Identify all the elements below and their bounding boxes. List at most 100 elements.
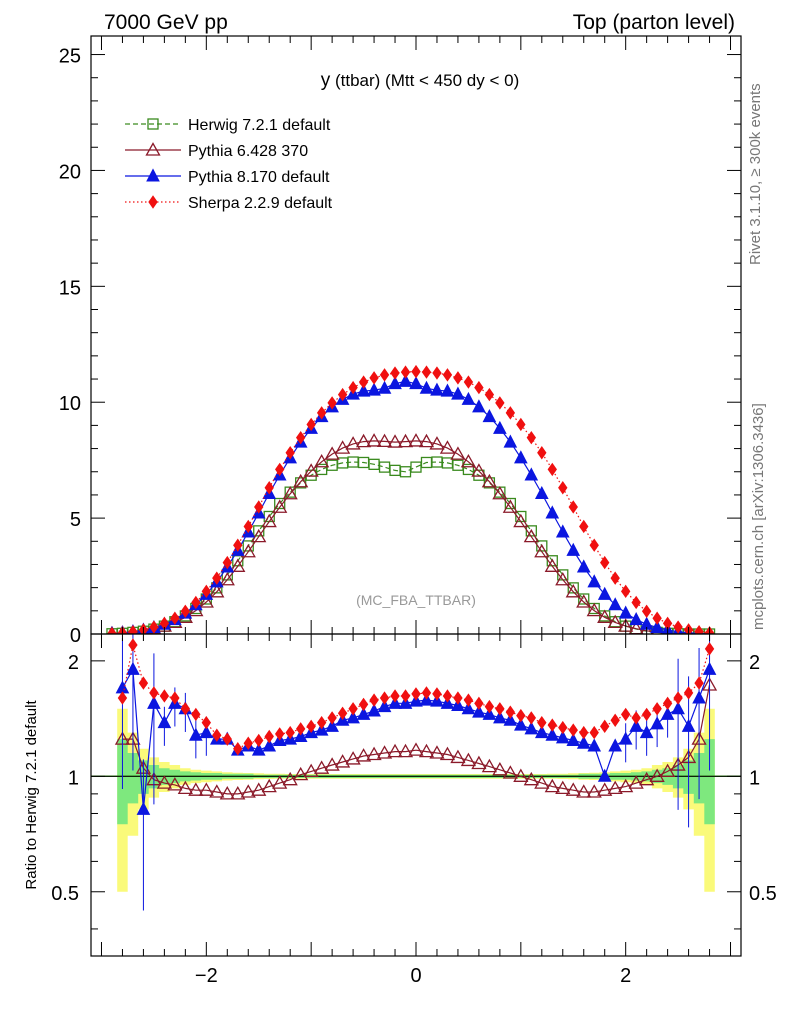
- ratio-point-sherpa: [411, 687, 421, 701]
- ratio-point-pythia6: [649, 768, 665, 782]
- ratio-y-tick-label-right: 2: [749, 652, 760, 674]
- data-point-pythia8: [430, 382, 444, 396]
- data-point-pythia6: [523, 528, 539, 543]
- data-point-sherpa: [411, 364, 421, 379]
- data-point-sherpa: [463, 375, 474, 389]
- ratio-point-sherpa: [180, 702, 191, 716]
- ratio-point-sherpa: [579, 725, 589, 740]
- data-point-pythia6: [387, 434, 403, 448]
- legend-marker-pythia6: [145, 142, 161, 156]
- ratio-point-pythia6: [240, 784, 256, 798]
- ratio-point-sherpa: [379, 691, 390, 705]
- data-point-pythia8: [566, 542, 581, 556]
- data-point-pythia6: [230, 558, 246, 572]
- ratio-frame: [90, 633, 742, 957]
- ratio-point-pythia6: [523, 771, 539, 786]
- y-tick-label: 5: [70, 509, 81, 531]
- ratio-point-sherpa: [641, 707, 652, 722]
- ratio-point-pythia8: [126, 661, 140, 675]
- ratio-point-pythia8: [618, 731, 633, 745]
- data-point-pythia6: [261, 513, 277, 528]
- data-point-pythia8: [503, 434, 518, 448]
- ratio-point-pythia8: [524, 721, 539, 735]
- data-point-pythia6: [544, 558, 560, 572]
- data-point-sherpa: [295, 430, 306, 445]
- ratio-point-pythia8: [493, 710, 507, 724]
- ratio-point-pythia6: [534, 775, 550, 789]
- ratio-point-sherpa: [285, 725, 295, 740]
- ratio-point-pythia8: [587, 738, 602, 752]
- ratio-panel: 0.5 0.5 1 1 2 2 −2 0 2 Ratio to Herwig 7.2.1 def…: [23, 633, 777, 987]
- x-tick-label: −2: [195, 965, 218, 987]
- ratio-point-sherpa: [442, 689, 453, 703]
- ratio-point-pythia6: [324, 757, 340, 771]
- ratio-point-sherpa: [212, 728, 222, 742]
- ratio-point-pythia6: [418, 743, 435, 758]
- data-point-pythia6: [534, 543, 550, 558]
- ratio-point-sherpa: [620, 707, 631, 722]
- collider-label: 7000 GeV pp: [104, 11, 228, 34]
- ratio-point-pythia6: [167, 777, 183, 791]
- data-point-sherpa: [694, 624, 704, 634]
- ratio-point-sherpa: [558, 720, 568, 735]
- data-point-sherpa: [358, 375, 369, 389]
- ratio-point-pythia6: [303, 763, 319, 778]
- data-point-pythia6: [397, 433, 414, 448]
- y-tick-label: 25: [59, 46, 81, 68]
- data-point-sherpa: [673, 620, 683, 634]
- data-point-pythia6: [439, 440, 456, 454]
- ratio-point-sherpa: [117, 691, 128, 705]
- ratio-point-pythia6: [544, 778, 560, 793]
- y-tick-label: 20: [59, 161, 81, 183]
- ratio-point-pythia6: [481, 758, 498, 773]
- ratio-point-sherpa: [254, 733, 264, 748]
- data-point-sherpa: [484, 387, 495, 402]
- ratio-point-pythia6: [618, 778, 634, 793]
- ratio-point-pythia8: [503, 712, 518, 726]
- data-point-pythia6: [303, 463, 319, 477]
- ratio-point-sherpa: [568, 723, 578, 737]
- ratio-point-sherpa: [264, 729, 274, 744]
- data-point-pythia6: [355, 433, 372, 448]
- ratio-point-pythia8: [555, 730, 570, 744]
- ratio-point-pythia6: [408, 742, 424, 756]
- legend-label-pythia8: Pythia 8.170 default: [188, 169, 330, 186]
- data-point-pythia6: [418, 433, 435, 448]
- ratio-point-pythia8: [472, 704, 486, 718]
- data-point-sherpa: [316, 406, 327, 420]
- ratio-point-sherpa: [306, 719, 316, 734]
- data-point-herwig: [315, 463, 328, 476]
- ratio-point-sherpa: [631, 711, 641, 725]
- data-point-sherpa: [327, 396, 337, 410]
- ratio-point-sherpa: [704, 642, 715, 656]
- legend-item-pythia6: Pythia 6.428 370: [125, 142, 308, 160]
- data-point-pythia8: [409, 376, 423, 390]
- data-point-sherpa: [600, 555, 610, 570]
- ratio-point-pythia6: [576, 784, 592, 798]
- ratio-point-pythia6: [219, 786, 235, 800]
- data-point-pythia8: [555, 524, 570, 538]
- y-tick-label: 15: [59, 277, 81, 299]
- data-point-pythia8: [367, 382, 381, 396]
- data-point-pythia6: [429, 436, 445, 450]
- data-point-pythia6: [471, 463, 487, 477]
- ratio-point-sherpa: [327, 711, 337, 725]
- ratio-point-pythia6: [387, 743, 403, 758]
- data-point-herwig: [504, 497, 517, 510]
- ratio-point-pythia8: [115, 680, 130, 694]
- data-point-sherpa: [243, 519, 253, 534]
- data-point-sherpa: [495, 396, 505, 410]
- ratio-point-pythia6: [177, 780, 193, 795]
- data-point-herwig: [378, 461, 391, 473]
- ratio-point-sherpa: [547, 718, 557, 732]
- x-tick-label: 0: [410, 965, 421, 987]
- data-point-sherpa: [474, 380, 484, 395]
- data-point-pythia6: [640, 622, 653, 634]
- data-point-pythia8: [650, 619, 664, 634]
- data-point-pythia8: [398, 373, 413, 387]
- data-point-pythia8: [629, 612, 643, 626]
- ratio-point-sherpa: [526, 711, 537, 725]
- ratio-point-sherpa: [275, 727, 285, 741]
- ratio-point-sherpa: [138, 676, 149, 690]
